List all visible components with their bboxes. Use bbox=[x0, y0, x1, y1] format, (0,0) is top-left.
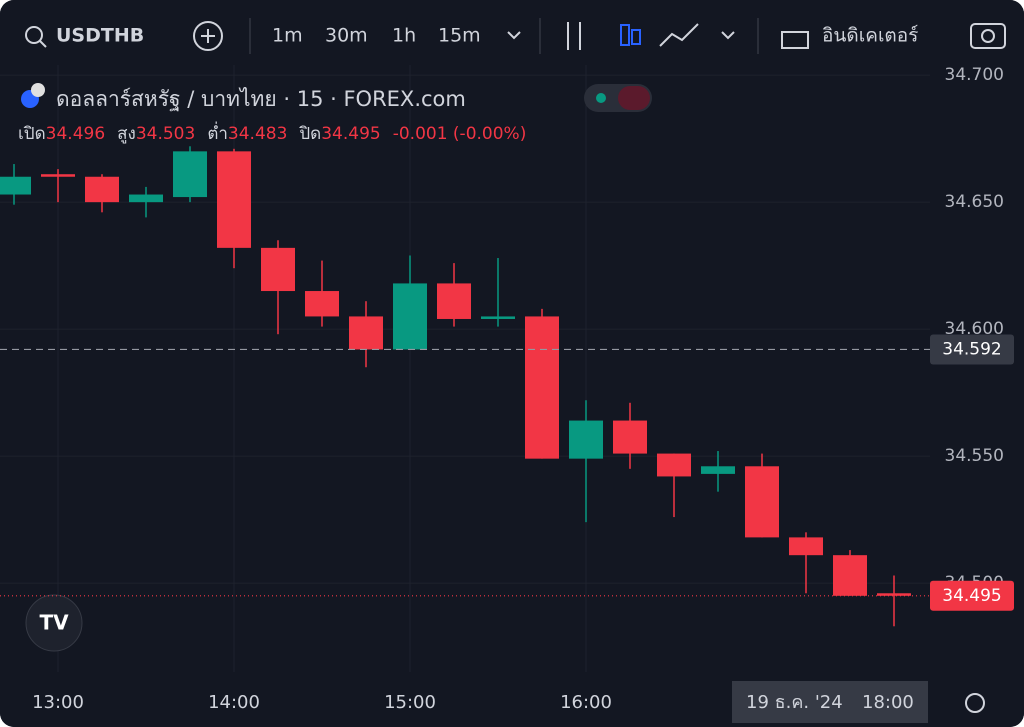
logo-mark: TV bbox=[39, 611, 69, 635]
ohlc-label: ต่ำ bbox=[207, 121, 228, 144]
candles-icon[interactable] bbox=[620, 24, 630, 46]
time-marker-time: 18:00 bbox=[862, 692, 914, 713]
candle-body bbox=[525, 316, 559, 459]
candle-body bbox=[261, 247, 295, 292]
indicators-icon[interactable] bbox=[781, 31, 809, 49]
ohlc-label: สูง bbox=[117, 124, 136, 144]
time-marker-bg bbox=[732, 681, 928, 723]
symbol[interactable]: USDTHB bbox=[56, 25, 144, 47]
ohlc-label: เปิด bbox=[18, 124, 46, 144]
x-tick-label: 15:00 bbox=[384, 692, 436, 713]
icon bbox=[981, 29, 995, 43]
indicators[interactable]: อินดิเคเตอร์ bbox=[822, 25, 918, 47]
candle-body bbox=[481, 316, 515, 319]
candle-body bbox=[85, 176, 119, 203]
candle-body bbox=[745, 466, 779, 538]
candle-body bbox=[437, 283, 471, 319]
ohlc-value: 34.496 bbox=[46, 124, 105, 144]
ohlc-legend: เปิด 34.496 สูง 34.503 ต่ำ 34.483 ปิด 34.495 -0.… bbox=[18, 121, 526, 144]
x-tick-label: 14:00 bbox=[208, 692, 260, 713]
logo[interactable] bbox=[25, 594, 83, 652]
status-dot bbox=[596, 93, 606, 103]
search-icon bbox=[39, 40, 47, 48]
flag-icon bbox=[31, 83, 45, 97]
y-tick-label: 34.650 bbox=[945, 192, 1004, 212]
area-icon[interactable] bbox=[659, 23, 699, 47]
settings-icon[interactable] bbox=[965, 693, 985, 713]
change: -0.001 (-0.00%) bbox=[393, 124, 527, 144]
add-symbol[interactable] bbox=[193, 21, 223, 51]
candle-body bbox=[569, 420, 603, 459]
screenshot-icon[interactable] bbox=[970, 23, 1006, 49]
candle-body bbox=[657, 453, 691, 477]
interval[interactable]: 30m bbox=[325, 25, 368, 47]
price-label-bg bbox=[930, 334, 1014, 365]
search-icon[interactable] bbox=[25, 26, 43, 44]
interval[interactable]: 1h bbox=[392, 25, 416, 47]
candle-body bbox=[701, 466, 735, 474]
candle-body bbox=[789, 537, 823, 556]
icon bbox=[631, 29, 641, 45]
candle-body bbox=[877, 593, 911, 596]
candle-body bbox=[613, 420, 647, 454]
candle-body bbox=[129, 194, 163, 203]
y-tick-label: 34.550 bbox=[945, 446, 1004, 466]
ohlc-value: 34.495 bbox=[321, 124, 380, 144]
candle-body bbox=[217, 151, 251, 248]
chart-type-menu[interactable] bbox=[721, 31, 735, 40]
candle-body bbox=[173, 151, 207, 198]
price-label: 34.495 bbox=[942, 586, 1001, 606]
status-badge bbox=[618, 86, 650, 110]
candle-body bbox=[833, 555, 867, 596]
ohlc-value: 34.483 bbox=[228, 124, 287, 144]
y-tick-label: 34.600 bbox=[945, 319, 1004, 339]
ohlc-value: 34.503 bbox=[136, 124, 195, 144]
interval-menu[interactable] bbox=[507, 31, 521, 40]
candle-body bbox=[41, 174, 75, 177]
candle-body bbox=[0, 176, 31, 195]
chart-title: ดอลลาร์สหรัฐ / บาทไทย · 15 · FOREX.com bbox=[56, 87, 466, 111]
candle-body bbox=[393, 283, 427, 350]
candle-body bbox=[305, 291, 339, 317]
toolbar bbox=[25, 21, 1006, 51]
interval[interactable]: 15m bbox=[438, 25, 481, 47]
candle-body bbox=[349, 316, 383, 350]
price-label-bg bbox=[930, 580, 1014, 611]
price-label: 34.592 bbox=[942, 339, 1001, 359]
ohlc-label: ปิด bbox=[299, 124, 322, 144]
y-tick-label: 34.700 bbox=[945, 65, 1004, 85]
separators bbox=[249, 18, 759, 54]
interval[interactable]: 1m bbox=[272, 25, 303, 47]
x-tick-label: 13:00 bbox=[32, 692, 84, 713]
time-marker-date: 19 ธ.ค. '24 bbox=[746, 692, 843, 713]
x-tick-label: 16:00 bbox=[560, 692, 612, 713]
